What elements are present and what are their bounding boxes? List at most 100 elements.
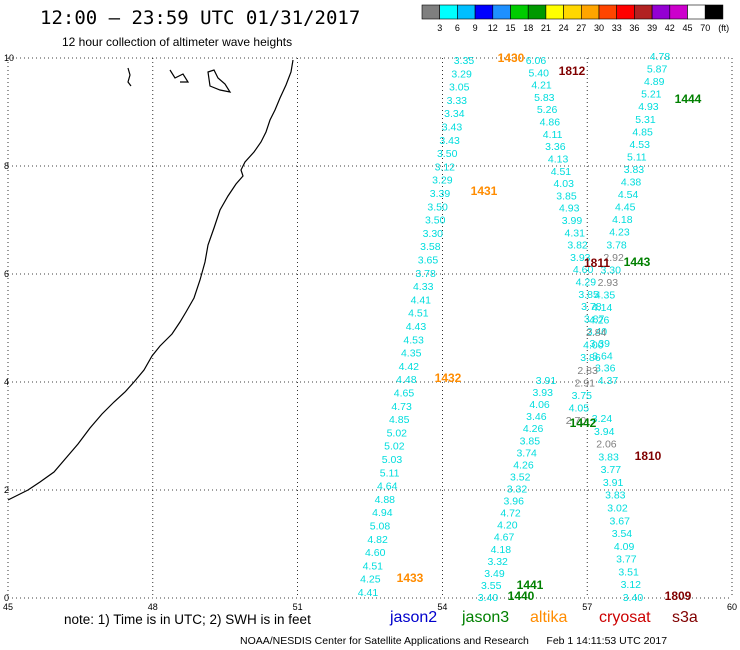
swh-value: 4.18: [491, 544, 512, 556]
swh-value: 4.00: [583, 340, 604, 352]
colorbar-label: 9: [473, 23, 478, 33]
credit-text: NOAA/NESDIS Center for Satellite Applica…: [240, 635, 529, 647]
colorbar-swatch: [598, 4, 618, 20]
colorbar-label: 21: [541, 23, 551, 33]
lat-tick-label: 8: [4, 161, 9, 171]
swh-value: 4.03: [553, 178, 574, 190]
swh-value: 3.05: [449, 82, 470, 94]
legend-note: note: 1) Time is in UTC; 2) SWH is in fe…: [64, 612, 311, 627]
colorbar-label: 24: [559, 23, 569, 33]
swh-value: 4.67: [494, 532, 515, 544]
swh-value: 3.40: [587, 326, 608, 338]
swh-value: 4.06: [529, 399, 550, 411]
swh-value: 4.51: [408, 308, 429, 320]
swh-value: 3.30: [423, 228, 444, 240]
time-label: 1443: [624, 255, 651, 269]
swh-value: 3.32: [487, 556, 508, 568]
swh-value: 5.02: [387, 427, 408, 439]
swh-value: 6.06: [526, 55, 547, 67]
colorbar-swatch: [421, 4, 441, 20]
swh-value: 3.30: [601, 264, 622, 276]
color-scale-bar: 3 6 9 12 15 18 21 24 27 30 33 36 39 42 45 70 (ft): [421, 4, 729, 33]
time-label: 1812: [559, 64, 586, 78]
colorbar-label: 39: [647, 23, 657, 33]
time-label: 1433: [397, 571, 424, 585]
time-label: 1809: [665, 589, 692, 603]
legend-cryosat: cryosat: [599, 609, 651, 626]
swh-value: 3.43: [442, 122, 463, 134]
swh-value: 3.77: [616, 554, 637, 566]
colorbar-label: 42: [665, 23, 675, 33]
swh-value: 3.43: [439, 135, 460, 147]
swh-value: 4.38: [621, 177, 642, 189]
swh-value: 4.26: [589, 315, 610, 327]
swh-value: 3.36: [595, 363, 616, 375]
time-label: 1811: [584, 256, 610, 270]
swh-value: 3.78: [581, 301, 602, 313]
swh-value: 4.29: [576, 277, 597, 289]
swh-value: 4.43: [406, 321, 427, 333]
time-label: 1440: [508, 589, 535, 603]
swh-value: 5.40: [529, 67, 550, 79]
colorbar-swatch: [439, 4, 458, 20]
swh-value: 3.99: [562, 215, 583, 227]
swh-value: 4.25: [360, 574, 381, 586]
legend-jason3: jason3: [462, 609, 510, 626]
swh-value: 4.26: [513, 459, 534, 471]
colorbar-swatch: [669, 4, 688, 20]
colorbar-unit: (ft): [718, 23, 729, 33]
lon-tick-label: 57: [582, 602, 592, 612]
swh-value: 3.02: [607, 503, 628, 515]
swh-value: 4.51: [363, 560, 384, 572]
colorbar-label: 3: [437, 23, 442, 33]
swh-value: 4.93: [559, 203, 580, 215]
swh-value: 4.33: [413, 281, 434, 293]
island-path: [127, 67, 132, 87]
swh-value: 5.83: [534, 92, 555, 104]
swh-value: 3.86: [580, 352, 601, 364]
swh-value: 3.33: [447, 95, 468, 107]
page-subtitle: 12 hour collection of altimeter wave hei…: [62, 35, 293, 49]
swh-value: 3.94: [594, 426, 615, 438]
swh-value: 3.65: [418, 255, 439, 267]
swh-value: 3.85: [556, 190, 577, 202]
swh-value: 3.58: [420, 241, 441, 253]
swh-value: 3.96: [504, 496, 525, 508]
time-label: 1430: [498, 51, 525, 65]
swh-value: 4.42: [399, 361, 420, 373]
swh-value: 5.21: [641, 89, 662, 101]
swh-value: 3.83: [605, 490, 626, 502]
swh-value: 3.40: [478, 592, 499, 604]
swh-value: 3.85: [578, 289, 599, 301]
swh-value: 2.70: [566, 415, 587, 427]
swh-value: 4.53: [403, 334, 424, 346]
swh-value: 3.77: [601, 464, 622, 476]
swh-value: 4.88: [375, 494, 396, 506]
swh-value: 3.91: [536, 375, 557, 387]
colorbar-swatch: [563, 4, 582, 20]
swh-value: 5.11: [627, 151, 647, 163]
colorbar-swatch: [704, 4, 724, 20]
swh-value: 4.65: [394, 388, 415, 400]
swh-value: 4.93: [638, 101, 659, 113]
legend-jason2: jason2: [390, 609, 438, 626]
time-label: 1431: [471, 184, 498, 198]
colorbar-label: 15: [505, 23, 515, 33]
swh-value: 4.60: [365, 547, 386, 559]
island-path: [169, 69, 190, 83]
swh-value: 3.54: [612, 528, 633, 540]
legend-s3a: s3a: [672, 609, 698, 626]
swh-value: 2.83: [577, 365, 598, 377]
swh-value: 3.74: [516, 447, 537, 459]
swh-value: 4.26: [523, 423, 544, 435]
altimeter-tracks: 3.353.293.053.333.343.433.433.503.123.29…: [358, 51, 671, 604]
swh-value: 5.31: [635, 114, 656, 126]
colorbar-label: 18: [523, 23, 533, 33]
swh-value: 3.67: [609, 515, 630, 527]
swh-value: 3.75: [572, 390, 593, 402]
colorbar-swatch: [687, 4, 706, 20]
swh-value: 4.48: [396, 374, 417, 386]
colorbar-label: 12: [488, 23, 498, 33]
swh-value: 4.86: [540, 117, 561, 129]
swh-value: 3.35: [454, 55, 475, 67]
